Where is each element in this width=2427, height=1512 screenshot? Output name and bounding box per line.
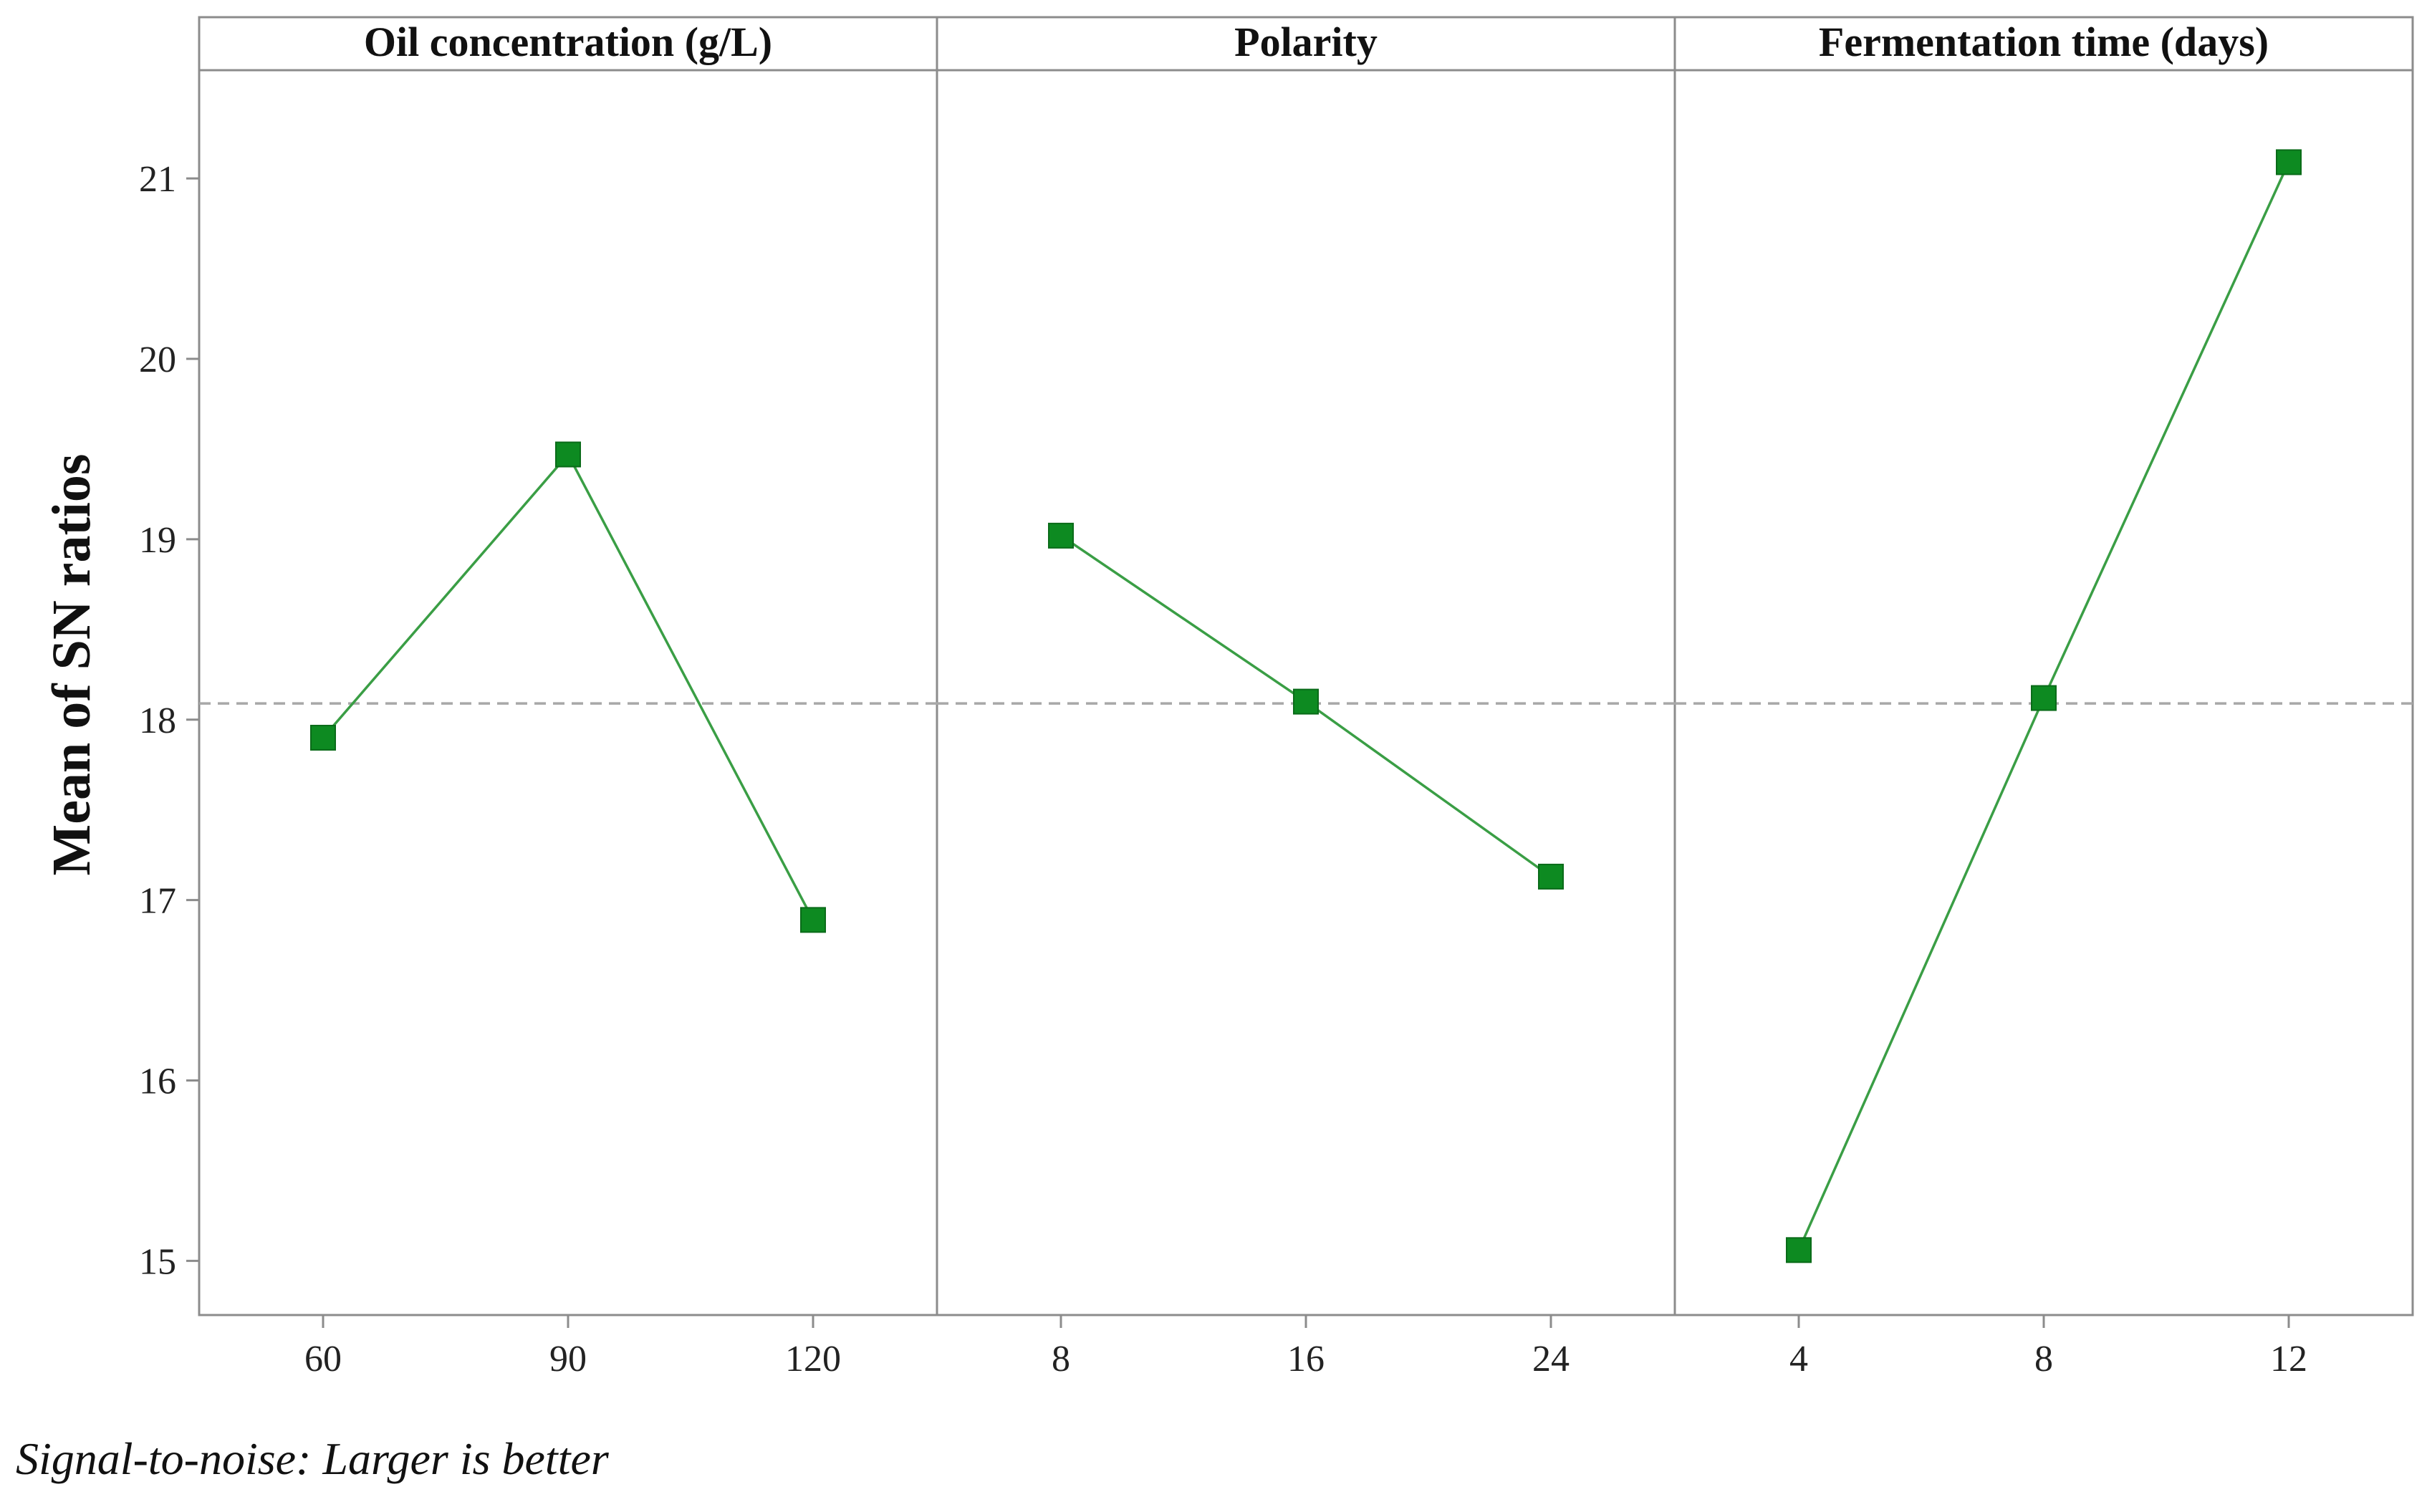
data-point bbox=[800, 907, 826, 933]
data-point bbox=[1786, 1237, 1812, 1263]
y-axis-title: Mean of SN ratios bbox=[42, 454, 102, 876]
y-axis: 15 16 17 18 19 20 21 bbox=[139, 159, 199, 1282]
series-line bbox=[322, 452, 814, 921]
y-tick-label: 16 bbox=[139, 1061, 176, 1102]
panel-title: Oil concentration (g/L) bbox=[364, 19, 772, 65]
panel-title: Fermentation time (days) bbox=[1819, 19, 2269, 65]
panel-title: Polarity bbox=[1234, 19, 1378, 65]
x-tick-label: 8 bbox=[1052, 1339, 1070, 1379]
data-point bbox=[1538, 863, 1564, 890]
x-tick-label: 24 bbox=[1532, 1339, 1570, 1379]
x-tick-label: 120 bbox=[785, 1339, 841, 1379]
x-tick-label: 8 bbox=[2034, 1339, 2053, 1379]
y-tick-label: 19 bbox=[139, 520, 176, 561]
y-tick-label: 18 bbox=[139, 700, 176, 741]
y-tick-label: 21 bbox=[139, 159, 176, 200]
y-tick-label: 20 bbox=[139, 340, 176, 380]
panel-header-strip: Oil concentration (g/L) Polarity Fermentat… bbox=[364, 19, 2269, 65]
x-axis: 60 90 120 8 16 24 4 8 12 bbox=[304, 1315, 2307, 1379]
data-point bbox=[1293, 688, 1319, 715]
x-tick-label: 60 bbox=[304, 1339, 342, 1379]
x-tick-label: 4 bbox=[1789, 1339, 1808, 1379]
data-point bbox=[2276, 149, 2302, 175]
panel-frames bbox=[198, 16, 2414, 1316]
plot-frame bbox=[198, 16, 2414, 1316]
data-point bbox=[2031, 685, 2057, 711]
footnote: Signal-to-noise: Larger is better bbox=[16, 1433, 610, 1484]
data-point bbox=[310, 724, 336, 751]
y-tick-label: 15 bbox=[139, 1241, 176, 1282]
series-layer bbox=[310, 149, 2302, 1263]
data-point bbox=[555, 441, 581, 468]
x-tick-label: 12 bbox=[2270, 1339, 2307, 1379]
x-tick-label: 90 bbox=[549, 1339, 587, 1379]
data-point bbox=[1048, 522, 1074, 549]
y-tick-label: 17 bbox=[139, 881, 176, 922]
x-tick-label: 16 bbox=[1287, 1339, 1325, 1379]
